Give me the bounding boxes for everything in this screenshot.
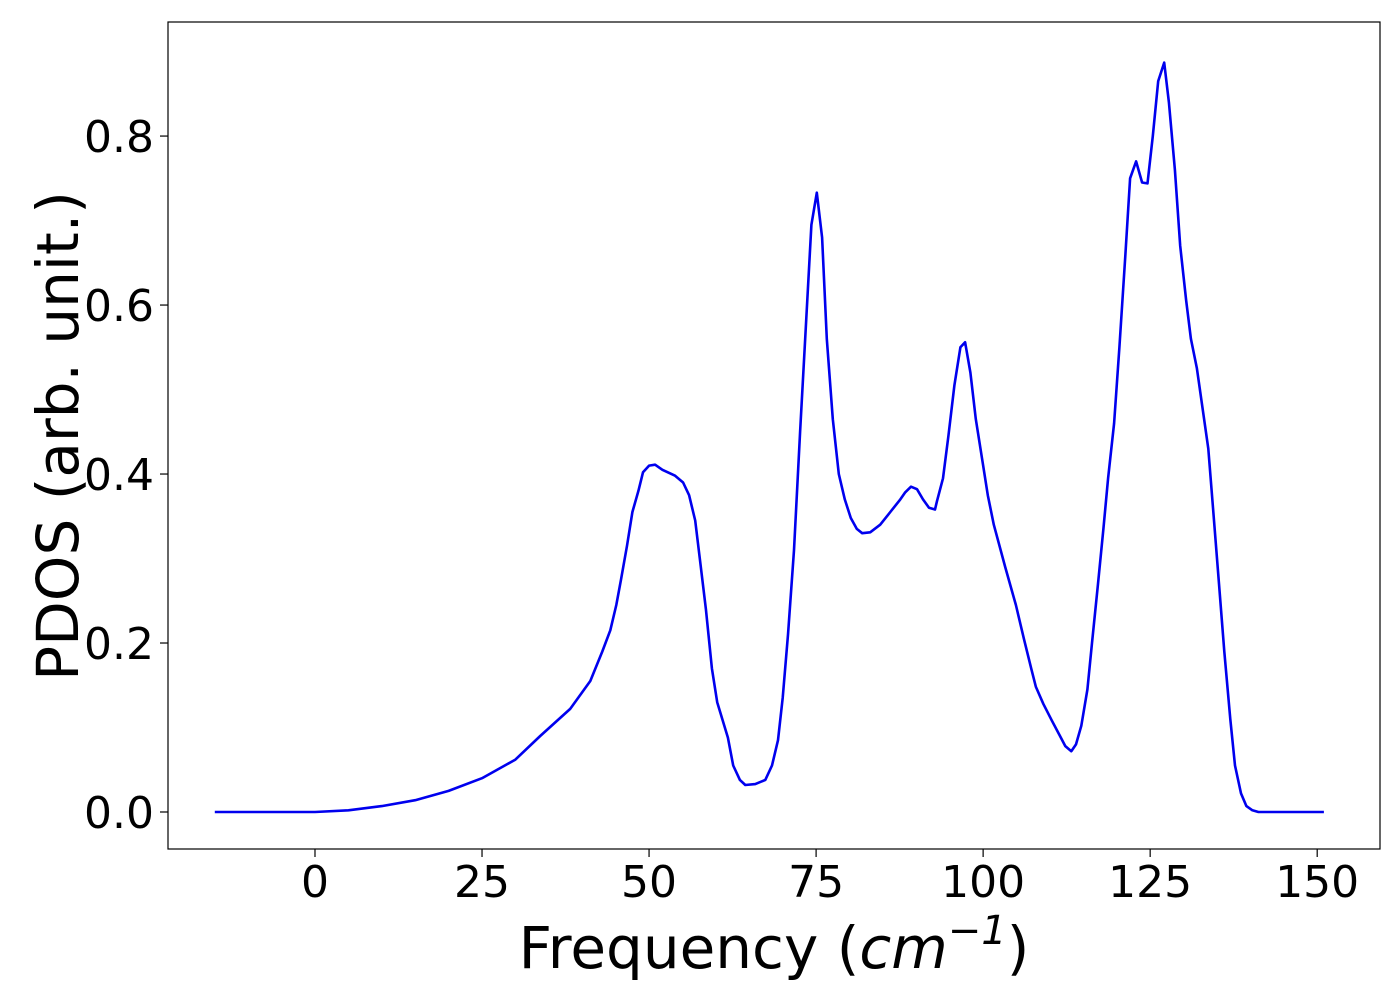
y-tick-label: 0.6: [84, 281, 154, 332]
y-tick-label: 0.2: [84, 619, 154, 670]
x-tick-label: 125: [1108, 857, 1192, 908]
x-label-text: Frequency (: [519, 914, 860, 982]
x-label-unit: cm: [859, 914, 947, 982]
y-tick-label: 0.4: [84, 450, 154, 501]
y-axis-label: PDOS (arb. unit.): [24, 191, 92, 681]
x-tick-label: 100: [941, 857, 1025, 908]
plot-frame: [167, 21, 1381, 850]
x-tick-label: 150: [1275, 857, 1359, 908]
x-label-exponent: −1: [948, 908, 1007, 954]
x-axis-label: Frequency (cm−1): [519, 908, 1030, 982]
x-tick-label: 75: [788, 857, 844, 908]
y-tick-label: 0.8: [84, 112, 154, 163]
x-tick-label: 0: [301, 857, 329, 908]
x-label-end: ): [1007, 914, 1030, 982]
x-tick-label: 50: [621, 857, 677, 908]
y-tick-label: 0.0: [84, 788, 154, 839]
x-tick-label: 25: [454, 857, 510, 908]
line-series: [214, 61, 1324, 814]
